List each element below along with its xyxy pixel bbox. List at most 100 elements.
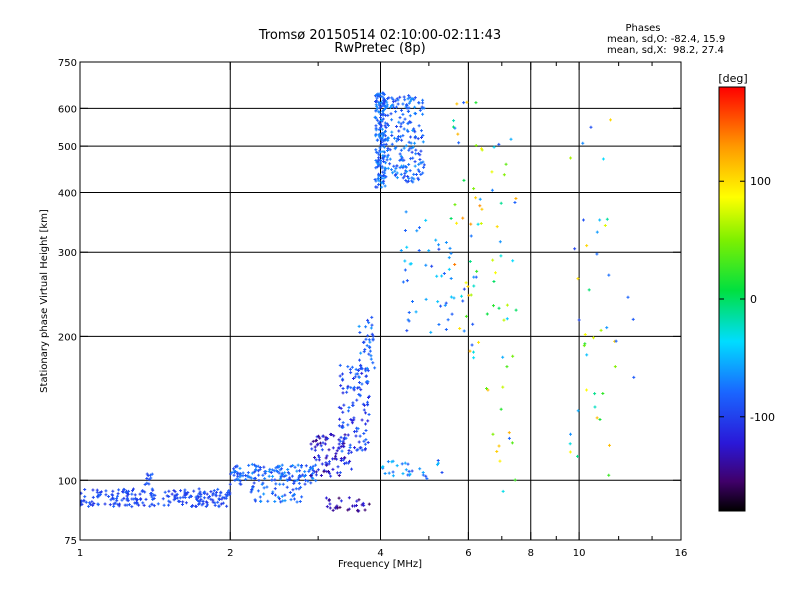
data-point [116,492,120,496]
data-point [325,463,329,467]
data-point [178,500,182,504]
data-point [311,468,315,472]
data-point [462,287,466,291]
data-point [202,496,206,500]
y-tick-label: 500 [58,142,77,153]
data-point [377,153,381,157]
data-point [393,136,397,140]
data-point [92,502,96,506]
data-point [359,446,363,450]
data-point [397,129,401,133]
data-point [299,485,303,489]
data-point [363,508,367,512]
data-point [360,448,364,452]
data-point [391,474,395,478]
data-point [417,101,421,105]
data-point [377,182,381,186]
data-point [420,136,424,140]
data-point [354,367,358,371]
data-point [499,407,503,411]
data-point [143,482,147,486]
data-point [350,365,354,369]
data-point [378,132,382,136]
data-point [595,252,599,256]
data-point [295,500,299,504]
data-point [382,145,386,149]
data-point [311,464,315,468]
data-point [378,126,382,130]
data-point [360,367,364,371]
data-point [217,497,221,501]
data-point [140,489,144,493]
data-point [402,146,406,150]
data-point [256,464,260,468]
data-point [419,173,423,177]
data-point [613,365,617,369]
data-point [337,496,341,500]
data-point [378,173,382,177]
data-point [324,461,328,465]
data-point [410,469,414,473]
data-point [411,128,415,132]
data-point [455,221,459,225]
data-point [322,470,326,474]
data-point [349,371,353,375]
data-point [147,478,151,482]
data-point [457,141,461,145]
data-point [228,491,232,495]
data-point [585,353,589,357]
data-point [376,138,380,142]
data-point [472,356,476,360]
data-point [238,472,242,476]
data-point [204,504,208,508]
data-point [388,148,392,152]
data-point [410,150,414,154]
data-point [309,473,313,477]
data-point [427,249,431,253]
colorbar-label: [deg] [718,72,747,85]
data-point [335,449,339,453]
data-point [626,295,630,299]
data-point [385,103,389,107]
data-point [299,465,303,469]
data-point [410,300,414,304]
data-point [382,174,386,178]
data-point [414,152,418,156]
data-point [405,279,409,283]
data-point [366,318,370,322]
data-point [124,490,128,494]
data-point [391,470,395,474]
data-point [131,487,135,491]
data-point [401,176,405,180]
data-point [378,146,382,150]
data-point [149,476,153,480]
data-point [386,97,390,101]
data-point [395,137,399,141]
data-point [365,344,369,348]
data-point [111,489,115,493]
data-point [413,164,417,168]
data-point [377,110,381,114]
colorbar-tick-label: -100 [750,411,775,424]
data-point [248,475,252,479]
data-point [377,156,381,160]
colorbar-ticks: 100 0 -100 [719,175,775,424]
data-point [408,114,412,118]
data-point [581,218,585,222]
data-point [400,108,404,112]
data-point [293,479,297,483]
data-point [217,504,221,508]
data-point [394,172,398,176]
data-point [117,488,121,492]
data-point [373,366,377,370]
data-point [386,166,390,170]
x-tick-label: 4 [377,548,383,559]
data-point [390,96,394,100]
data-point [126,491,130,495]
data-point [284,474,288,478]
data-point [383,130,387,134]
data-point [341,439,345,443]
data-point [287,477,291,481]
data-point [419,129,423,133]
data-point [601,157,605,161]
